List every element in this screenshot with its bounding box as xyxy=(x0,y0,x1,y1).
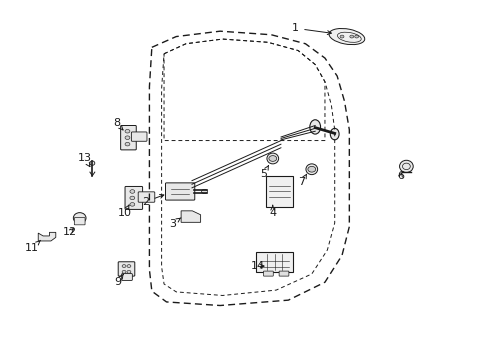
Text: 6: 6 xyxy=(396,171,403,181)
Circle shape xyxy=(125,142,130,146)
Circle shape xyxy=(125,130,130,133)
FancyBboxPatch shape xyxy=(265,176,292,207)
Ellipse shape xyxy=(305,164,317,175)
Ellipse shape xyxy=(309,120,320,134)
Circle shape xyxy=(122,270,126,273)
Text: 11: 11 xyxy=(25,240,41,253)
Circle shape xyxy=(201,189,207,194)
Text: 13: 13 xyxy=(78,153,91,167)
Text: 2: 2 xyxy=(142,194,163,207)
Text: 5: 5 xyxy=(260,166,268,179)
Text: 9: 9 xyxy=(114,274,123,287)
Polygon shape xyxy=(181,211,200,222)
Text: 1: 1 xyxy=(292,23,331,35)
FancyBboxPatch shape xyxy=(74,218,85,225)
Text: 10: 10 xyxy=(117,205,131,218)
Text: 7: 7 xyxy=(298,174,306,187)
Circle shape xyxy=(130,203,135,206)
Ellipse shape xyxy=(90,161,95,165)
FancyBboxPatch shape xyxy=(131,132,147,141)
Circle shape xyxy=(130,196,135,200)
Text: 4: 4 xyxy=(269,205,276,218)
Text: 12: 12 xyxy=(63,227,77,237)
FancyBboxPatch shape xyxy=(263,271,273,276)
Ellipse shape xyxy=(73,213,86,224)
Ellipse shape xyxy=(399,160,412,172)
Circle shape xyxy=(122,265,126,267)
Circle shape xyxy=(125,136,130,139)
Ellipse shape xyxy=(330,129,338,140)
Circle shape xyxy=(127,270,131,273)
FancyBboxPatch shape xyxy=(121,126,136,150)
Polygon shape xyxy=(38,232,56,241)
FancyBboxPatch shape xyxy=(125,186,142,210)
FancyBboxPatch shape xyxy=(256,252,292,272)
FancyBboxPatch shape xyxy=(138,192,155,202)
FancyBboxPatch shape xyxy=(279,271,288,276)
Ellipse shape xyxy=(266,153,278,164)
Circle shape xyxy=(354,35,358,38)
Circle shape xyxy=(127,265,131,267)
Text: 3: 3 xyxy=(168,218,181,229)
Circle shape xyxy=(307,166,315,172)
FancyBboxPatch shape xyxy=(165,183,194,200)
Circle shape xyxy=(130,190,135,193)
FancyBboxPatch shape xyxy=(122,274,132,280)
Circle shape xyxy=(268,156,276,161)
Circle shape xyxy=(339,35,343,38)
Text: 8: 8 xyxy=(113,118,123,130)
Circle shape xyxy=(349,35,353,38)
FancyBboxPatch shape xyxy=(118,262,135,276)
Text: 14: 14 xyxy=(250,261,264,271)
Ellipse shape xyxy=(328,28,364,45)
